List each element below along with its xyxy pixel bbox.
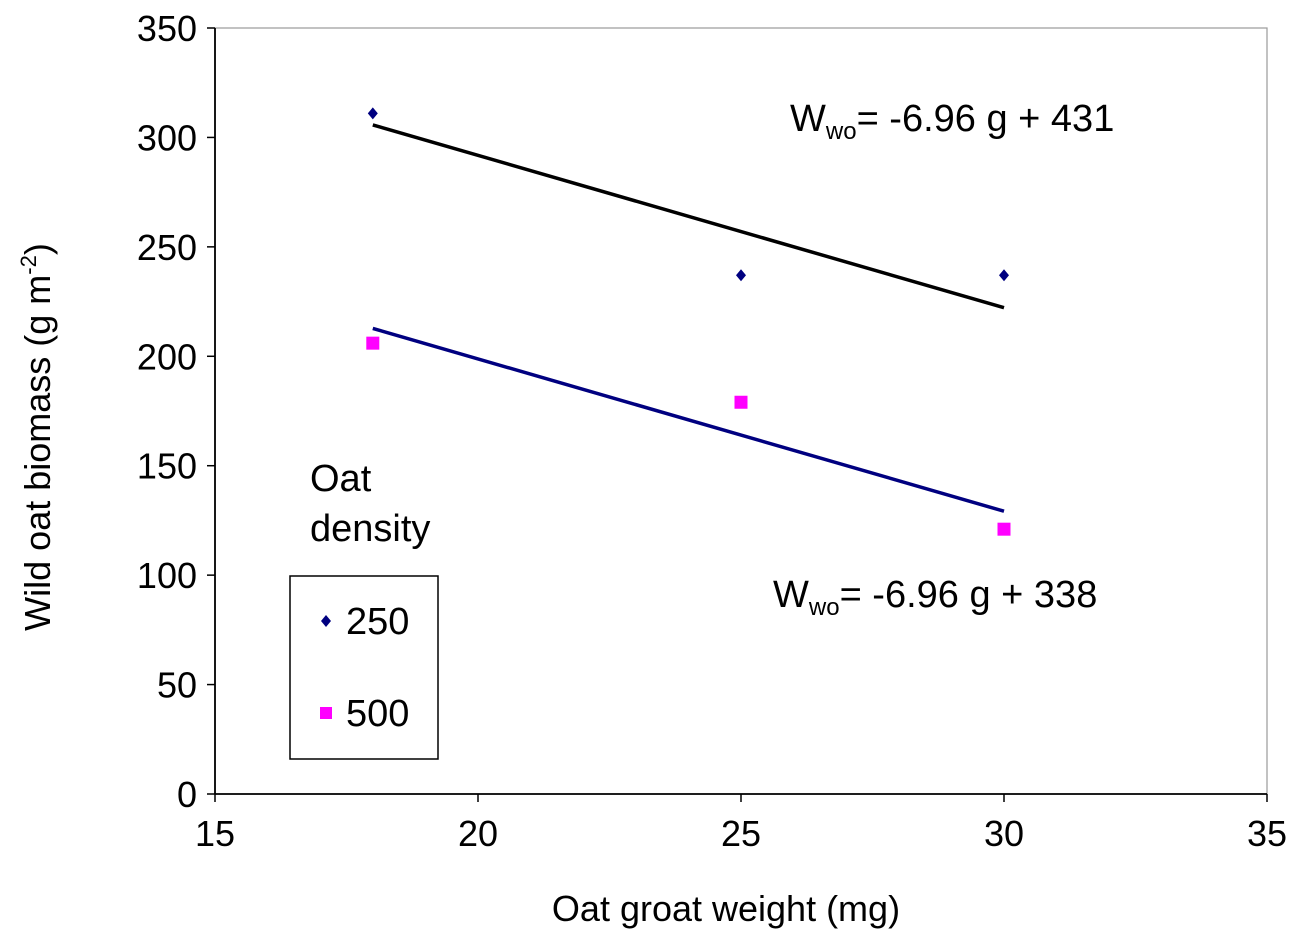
legend-marker-250: [321, 615, 331, 627]
point-250-18: [367, 107, 378, 120]
equation-250-subscript: wo: [825, 118, 857, 145]
legend-label-500: 500: [346, 693, 409, 735]
x-tick-label-20: 20: [458, 813, 498, 854]
y-axis-label-main: Wild oat biomass (g m: [17, 275, 58, 631]
equation-250: Wwo= -6.96 g + 431: [790, 98, 1114, 145]
y-tick-label-0: 0: [177, 774, 197, 815]
axes: 0 50 100 150 200 250 300 350 15 20 25 30 35: [137, 8, 1287, 854]
y-tick-label-50: 50: [157, 665, 197, 706]
y-tick-label-250: 250: [137, 227, 197, 268]
y-tick-label-350: 350: [137, 8, 197, 49]
equation-500-rhs: = -6.96 g + 338: [840, 574, 1098, 616]
equation-500: Wwo= -6.96 g + 338: [773, 574, 1097, 621]
svg-text:Wwo= -6.96 g + 431: Wwo= -6.96 g + 431: [790, 98, 1114, 145]
legend-label-250: 250: [346, 601, 409, 643]
equation-500-subscript: wo: [808, 594, 840, 621]
fit-lines: [372, 123, 1005, 513]
y-tick-label-300: 300: [137, 117, 197, 158]
fit-line-500: [372, 326, 1005, 513]
point-500-25: [734, 395, 748, 409]
y-axis-label-close: ): [17, 243, 58, 255]
legend-marker-500: [320, 707, 332, 719]
fit-line-250: [372, 123, 1005, 310]
legend-title-line1: Oat: [310, 458, 372, 500]
y-tick-label-150: 150: [137, 446, 197, 487]
equation-250-lhs: W: [790, 98, 826, 140]
x-tick-label-25: 25: [721, 813, 761, 854]
point-250-25: [736, 269, 746, 282]
x-tick-label-35: 35: [1247, 813, 1287, 854]
legend: Oat density 250 500: [289, 458, 439, 760]
y-tick-label-200: 200: [137, 336, 197, 377]
legend-title-line2: density: [310, 508, 430, 550]
equation-250-rhs: = -6.96 g + 431: [857, 98, 1115, 140]
point-500-18: [366, 336, 380, 350]
svg-text:Wwo= -6.96 g + 338: Wwo= -6.96 g + 338: [773, 574, 1097, 621]
point-250-30: [999, 269, 1009, 282]
y-tick-label-100: 100: [137, 555, 197, 596]
x-tick-label-30: 30: [984, 813, 1024, 854]
x-tick-label-15: 15: [195, 813, 235, 854]
equation-500-lhs: W: [773, 574, 809, 616]
y-axis-label-superscript: -2: [16, 255, 41, 275]
x-axis-label: Oat groat weight (mg): [552, 888, 900, 929]
data-points: [366, 107, 1011, 536]
legend-box: [289, 575, 439, 760]
y-axis-label: Wild oat biomass (g m-2): [16, 243, 58, 631]
point-500-30: [997, 522, 1011, 536]
